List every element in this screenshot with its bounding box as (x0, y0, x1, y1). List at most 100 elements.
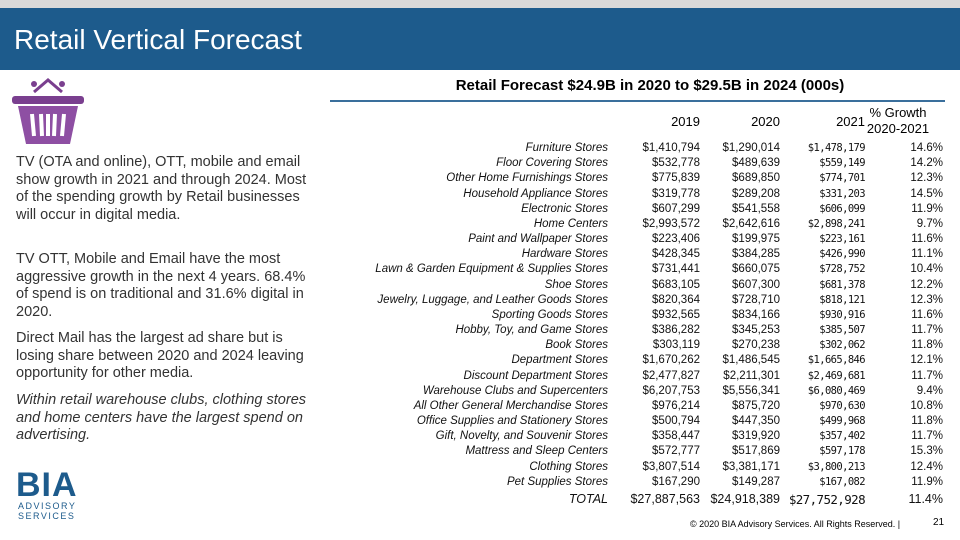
cell: 10.4% (910, 263, 943, 276)
row-label: Department Stores (511, 354, 608, 367)
cell: $499,968 (819, 415, 865, 428)
cell: $345,253 (732, 324, 780, 337)
cell: $532,778 (652, 157, 700, 170)
cell: $728,752 (819, 263, 865, 276)
cell: $1,665,846 (807, 354, 866, 367)
cell: 9.7% (916, 217, 943, 230)
basket-icon (12, 78, 84, 144)
row-label: Floor Covering Stores (496, 157, 608, 170)
cell: $24,918,389 (710, 491, 780, 506)
cell: $289,208 (732, 187, 780, 200)
cell: $1,670,262 (642, 354, 700, 367)
cell: $731,441 (652, 263, 700, 276)
cell: $970,630 (819, 399, 865, 412)
column-header: 2019 (671, 114, 700, 129)
cell: $572,777 (652, 445, 700, 458)
cell: 14.6% (910, 142, 943, 154)
row-label: Discount Department Stores (463, 369, 608, 382)
cell: $681,378 (819, 278, 865, 291)
logo-name: BIA (16, 466, 78, 504)
cell: 9.4% (916, 384, 943, 397)
cell: $517,869 (732, 445, 780, 458)
row-label: Other Home Furnishings Stores (446, 172, 608, 185)
cell: 11.7% (911, 324, 943, 337)
row-label: Book Stores (545, 339, 608, 352)
cell: 11.9% (911, 475, 943, 488)
cell: $2,211,301 (723, 369, 780, 382)
cell: $820,364 (652, 293, 700, 306)
cell: $331,203 (819, 187, 865, 200)
row-label: Electronic Stores (521, 202, 608, 215)
cell: $1,486,545 (722, 354, 780, 367)
column-header: 2021 (836, 114, 865, 129)
cell: $607,300 (732, 278, 780, 291)
cell: $3,800,213 (807, 460, 866, 473)
cell: $27,752,928 (788, 491, 866, 507)
row-label: Office Supplies and Stationery Stores (416, 415, 608, 428)
row-label: Pet Supplies Stores (506, 475, 608, 488)
page-number: 21 (933, 517, 945, 528)
cell: $2,993,572 (642, 217, 700, 230)
top-band (0, 0, 960, 8)
cell: $660,075 (732, 263, 780, 276)
cell: 12.1% (910, 354, 943, 367)
row-label: TOTAL (568, 491, 608, 506)
cell: $2,898,241 (807, 217, 866, 230)
cell: 11.8% (911, 339, 943, 352)
row-label: Shoe Stores (544, 278, 608, 291)
row-label: Gift, Novelty, and Souvenir Stores (435, 430, 608, 443)
cell: $149,287 (732, 475, 780, 488)
cell: $818,121 (819, 293, 865, 306)
cell: $2,469,681 (807, 369, 866, 382)
row-label: Household Appliance Stores (463, 187, 608, 200)
column-header: % Growth 2020-2021 (866, 105, 930, 136)
cell: 11.7% (911, 430, 943, 443)
paragraph: TV OTT, Mobile and Email have the most a… (16, 251, 306, 320)
cell: 12.4% (910, 460, 943, 473)
cell: $932,565 (652, 308, 700, 321)
cell: $2,642,616 (722, 217, 780, 230)
cell: $447,350 (732, 415, 780, 428)
cell: $1,290,014 (722, 142, 780, 154)
cell: $319,920 (732, 430, 780, 443)
cell: $834,166 (732, 308, 780, 321)
cell: $1,410,794 (642, 142, 700, 154)
cell: $384,285 (732, 248, 780, 261)
row-label: Sporting Goods Stores (491, 308, 608, 321)
cell: 11.9% (911, 202, 943, 215)
cell: 14.5% (910, 187, 943, 200)
cell: 11.4% (908, 491, 943, 506)
cell: $5,556,341 (722, 384, 780, 397)
cell: 11.7% (911, 369, 943, 382)
row-label: Mattress and Sleep Centers (465, 445, 608, 458)
cell: $775,839 (652, 172, 700, 185)
cell: 11.6% (911, 233, 943, 246)
cell: 11.6% (911, 308, 943, 321)
cell: $489,639 (732, 157, 780, 170)
cell: $2,477,827 (642, 369, 700, 382)
cell: $358,447 (652, 430, 700, 443)
row-label: Hobby, Toy, and Game Stores (455, 324, 608, 337)
cell: $303,119 (652, 339, 700, 352)
row-label: Lawn & Garden Equipment & Supplies Store… (375, 263, 608, 276)
cell: 12.3% (910, 172, 943, 185)
cell: $386,282 (652, 324, 700, 337)
cell: $930,916 (819, 308, 865, 321)
footer: © 2020 BIA Advisory Services. All Rights… (690, 519, 901, 529)
cell: $385,507 (819, 324, 865, 337)
cell: $683,105 (652, 278, 700, 291)
cell: $319,778 (652, 187, 700, 200)
cell: $223,406 (652, 233, 700, 246)
cell: $6,207,753 (642, 384, 700, 397)
cell: 14.2% (910, 157, 943, 170)
row-label: Jewelry, Luggage, and Leather Goods Stor… (377, 293, 608, 306)
cell: $875,720 (732, 399, 780, 412)
paragraph: TV (OTA and online), OTT, mobile and ema… (16, 154, 307, 223)
title-bar (0, 8, 960, 70)
cell: 12.3% (910, 293, 943, 306)
cell: $27,887,563 (630, 491, 700, 506)
cell: $357,402 (819, 430, 865, 443)
cell: $167,290 (652, 475, 700, 488)
paragraph: Direct Mail has the largest ad share but… (16, 330, 304, 381)
